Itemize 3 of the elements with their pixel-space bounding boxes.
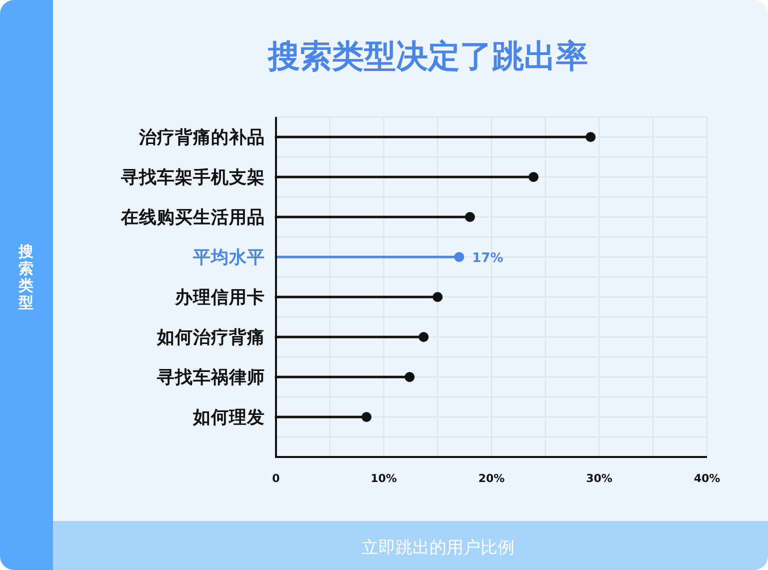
annotation: 搜索类型 <box>18 242 34 312</box>
title: 搜索类型决定了跳出率 <box>268 37 588 75</box>
xlabel: 立即跳出的用户比例 <box>362 538 514 558</box>
